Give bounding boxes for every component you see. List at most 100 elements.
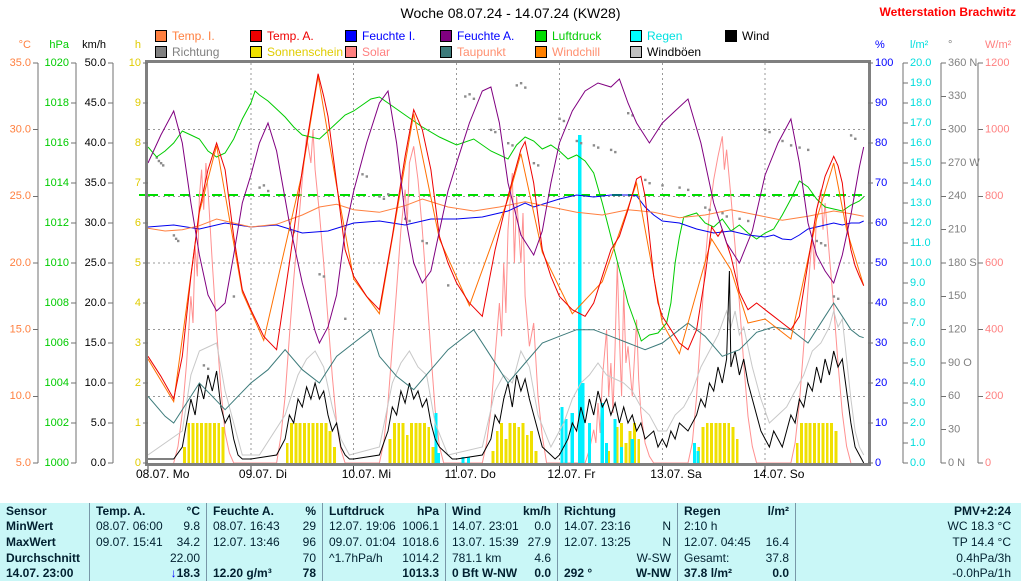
legend-label: Richtung — [172, 44, 220, 59]
svg-text:0: 0 — [985, 457, 991, 469]
dot-richtung — [172, 234, 176, 237]
table-row: MaxWert 09.07. 15:41 34.2 12.07. 13:46 96 09.… — [0, 534, 1021, 550]
svg-text:7: 7 — [135, 177, 141, 189]
bar-regen — [600, 403, 604, 463]
table-cell: 12.07. 13:25 N — [557, 534, 677, 550]
bar-sonnenschein — [830, 423, 833, 463]
dot-richtung — [764, 128, 767, 132]
dot-richtung — [837, 297, 840, 300]
svg-text:6.0: 6.0 — [910, 337, 925, 349]
svg-text:50.0: 50.0 — [85, 57, 106, 69]
bar-sonnenschein — [714, 423, 718, 463]
bar-sonnenschein — [491, 451, 495, 463]
bar-sonnenschein — [290, 423, 293, 463]
legend-item-regen: Regen — [630, 29, 682, 43]
dot-richtung — [177, 239, 180, 243]
table-cell: 12.20 g/m³ 78 — [206, 565, 322, 581]
legend-item-windb-en: Windböen — [630, 45, 701, 59]
svg-text:30.0: 30.0 — [85, 217, 106, 229]
x-axis-day-label: 11.07. Do — [445, 467, 496, 481]
svg-text:35.0: 35.0 — [85, 177, 106, 189]
dot-richtung — [159, 162, 163, 165]
bar-regen — [581, 383, 585, 463]
dot-richtung — [524, 86, 527, 89]
dot-richtung — [824, 244, 827, 247]
legend-label: Taupunkt — [457, 44, 506, 59]
x-axis-day-label: 14.07. So — [753, 467, 805, 481]
svg-text:°: ° — [948, 39, 952, 51]
svg-text:15.0: 15.0 — [85, 337, 106, 349]
svg-text:30: 30 — [875, 337, 887, 349]
series-temp_a — [148, 73, 865, 401]
bar-sonnenschein — [615, 427, 619, 463]
dot-richtung — [267, 189, 270, 193]
table-cell-pmv: WC 18.3 °C — [795, 518, 1021, 535]
station-name: Wetterstation Brachwitz — [879, 5, 1016, 19]
svg-text:1020: 1020 — [45, 57, 69, 69]
svg-text:600: 600 — [985, 257, 1003, 269]
svg-text:80: 80 — [875, 137, 887, 149]
bar-sonnenschein — [431, 447, 435, 463]
dot-richtung — [644, 178, 647, 182]
dot-richtung — [614, 150, 617, 154]
dot-richtung — [511, 144, 514, 147]
table-cell: 14.07. 23:16 N — [557, 518, 677, 535]
table-cell: 08.07. 16:43 29 — [206, 518, 322, 535]
legend-item-wind: Wind — [725, 28, 770, 43]
table-cell: Luftdruck hPa — [322, 503, 445, 519]
svg-text:10: 10 — [129, 57, 141, 69]
svg-text:W/m²: W/m² — [985, 39, 1012, 51]
table-cell: Temp. A. °C — [89, 503, 206, 519]
series-taupunkt — [148, 302, 864, 424]
dot-richtung — [378, 195, 381, 198]
dot-richtung — [421, 239, 424, 243]
bar-sonnenschein — [187, 423, 191, 463]
table-cell: ↓18.3 — [89, 565, 206, 581]
dot-richtung — [468, 93, 471, 96]
bar-sonnenschein — [401, 423, 405, 463]
svg-text:5.0: 5.0 — [910, 357, 925, 369]
table-row: Sensor Temp. A. °C Feuchte A.% Luftdruck hPa W… — [0, 503, 1021, 519]
weather-chart: 35.030.025.020.015.010.05.0°C10201018101… — [10, 39, 1012, 481]
bar-sonnenschein — [624, 443, 628, 463]
svg-text:3.0: 3.0 — [910, 397, 925, 409]
legend-label: Wind — [742, 28, 770, 43]
series-feuchte_i — [148, 194, 864, 241]
svg-text:10.0: 10.0 — [85, 377, 106, 389]
dot-richtung — [708, 208, 711, 212]
bar-regen — [696, 451, 700, 463]
dot-richtung — [532, 162, 536, 165]
svg-text:19.0: 19.0 — [910, 77, 931, 89]
bar-sonnenschein — [530, 431, 533, 463]
svg-text:km/h: km/h — [82, 39, 106, 51]
table-cell: 22.00 — [89, 549, 206, 566]
bar-sonnenschein — [727, 423, 731, 463]
svg-text:18.0: 18.0 — [910, 97, 931, 109]
bar-sonnenschein — [628, 431, 632, 463]
legend-label: Feuchte I. — [362, 28, 416, 43]
bar-sonnenschein — [328, 431, 332, 463]
series-windboeen — [148, 309, 865, 456]
table-row-label: MaxWert — [6, 534, 56, 549]
bar-sonnenschein — [333, 447, 336, 463]
bar-regen — [587, 423, 591, 463]
dot-richtung — [781, 139, 784, 143]
page-title: Woche 08.07.24 - 14.07.24 (KW28) — [400, 5, 621, 21]
svg-text:200: 200 — [985, 390, 1003, 402]
bar-regen — [560, 407, 564, 463]
legend-label: Temp. I. — [172, 28, 215, 43]
dot-richtung — [202, 364, 206, 367]
table-cell: 12.07. 13:46 96 — [206, 534, 322, 550]
bar-sonnenschein — [397, 423, 401, 463]
bar-sonnenschein — [208, 423, 212, 463]
bar-sonnenschein — [500, 423, 503, 463]
legend-item-richtung: Richtung — [155, 44, 220, 59]
table-cell: Richtung — [557, 503, 677, 519]
bar-sonnenschein — [620, 423, 623, 463]
bar-sonnenschein — [285, 443, 289, 463]
bar-sonnenschein — [504, 439, 508, 463]
svg-text:9: 9 — [135, 97, 141, 109]
dot-richtung — [819, 242, 823, 245]
dot-richtung — [609, 148, 613, 152]
table-cell: 0 Bft W-NW 0.0 — [445, 565, 557, 581]
